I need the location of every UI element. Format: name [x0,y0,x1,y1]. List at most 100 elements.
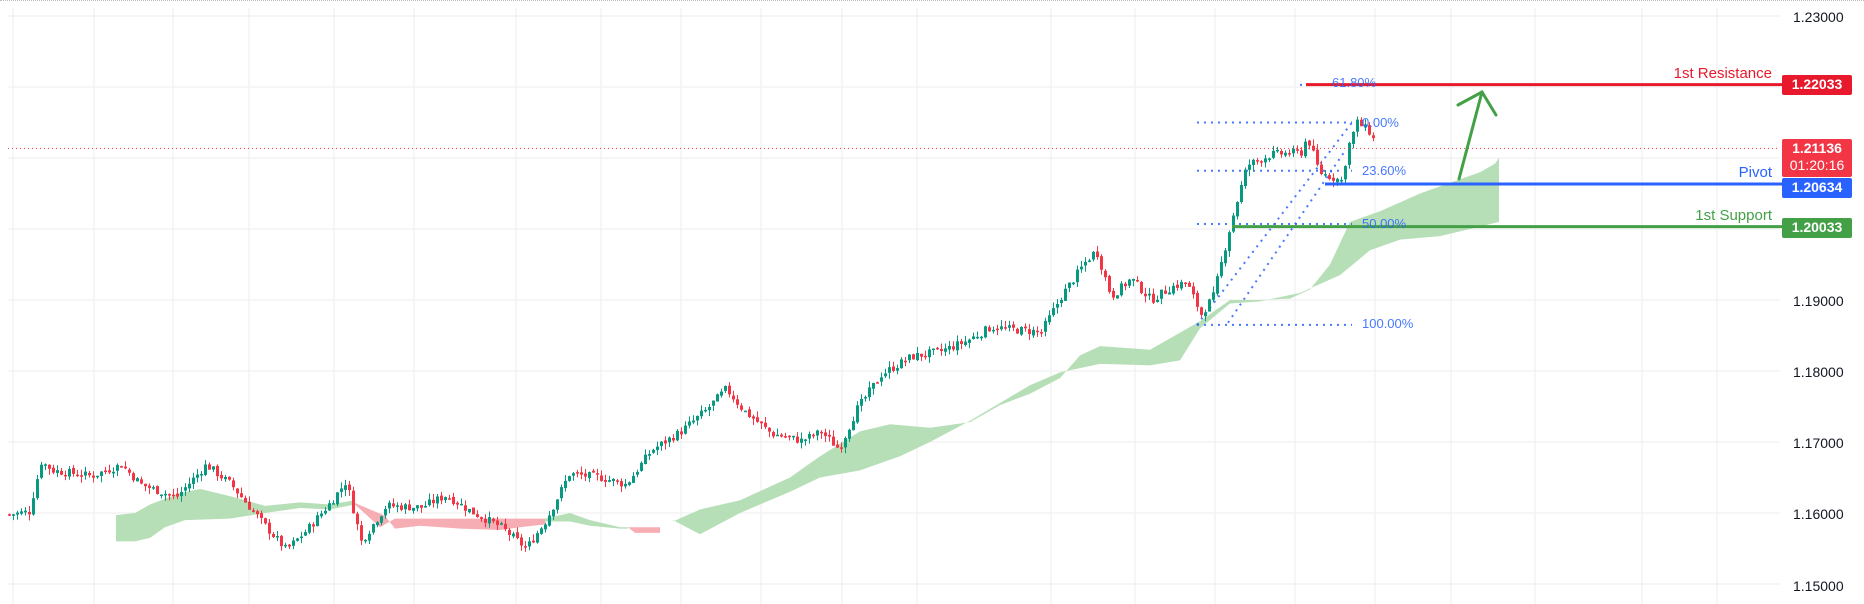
bullish-candle [188,483,191,489]
bullish-candle [372,524,375,533]
bearish-candle [740,405,743,410]
bearish-candle [756,417,759,422]
bullish-candle [1000,326,1003,330]
support-label: 1st Support [1695,207,1772,224]
bullish-candle [1132,278,1135,281]
bullish-candle [636,471,639,475]
price-axis-label-1-23: 1.23000 [1793,9,1844,25]
bearish-candle [728,385,731,395]
bearish-candle [420,505,423,508]
bullish-candle [888,367,891,373]
bearish-candle [1308,140,1311,146]
bullish-candle [860,398,863,406]
bullish-candle [704,409,707,412]
bearish-candle [1012,324,1015,328]
bullish-candle [340,488,343,492]
bearish-candle [476,514,479,518]
fib-label-100: 100.00% [1362,316,1414,331]
bullish-candle [548,515,551,526]
bullish-candle [328,503,331,511]
bullish-candle [160,494,163,497]
bearish-candle [960,341,963,344]
bearish-candle [752,416,755,419]
bullish-candle [1048,315,1051,323]
bearish-candle [48,464,51,469]
bullish-candle [1356,119,1359,132]
horizontal-levels[interactable] [8,83,1782,229]
bullish-candle [1276,149,1279,152]
bearish-candle [532,540,535,543]
up-arrow-icon[interactable] [1456,90,1498,181]
bearish-candle [504,523,507,530]
bearish-candle [1328,175,1331,179]
bullish-cloud [116,488,355,542]
bullish-candle [84,471,87,476]
bearish-candle [52,467,55,473]
bearish-candle [760,421,763,424]
fibonacci-retracement[interactable] [1196,83,1353,326]
bearish-candle [580,472,583,475]
bearish-candle [788,435,791,438]
bullish-candle [676,430,679,441]
bullish-candle [692,420,695,423]
bullish-candle [1252,159,1255,166]
bullish-candle [640,462,643,471]
bullish-candle [316,515,319,527]
bearish-candle [1300,150,1303,156]
bearish-candle [1036,330,1039,333]
bearish-candle [576,472,579,474]
bullish-candle [848,429,851,439]
bearish-candle [244,497,247,503]
bullish-candle [536,533,539,543]
bearish-candle [1296,149,1299,151]
bullish-candle [1060,299,1063,304]
bullish-candle [200,473,203,476]
bullish-candle [884,373,887,377]
bearish-candle [440,495,443,501]
bullish-candle [56,470,59,473]
price-axis-label-1-17: 1.17000 [1793,435,1844,451]
bullish-candle [1156,299,1159,302]
bearish-candle [140,479,143,484]
bullish-candle [468,508,471,513]
bullish-candle [1080,266,1083,270]
bearish-candle [1256,160,1259,162]
bullish-candle [284,544,287,547]
bullish-candle [1272,150,1275,158]
bullish-candle [68,468,71,477]
bearish-candle [124,466,127,469]
bullish-candle [164,493,167,496]
bullish-candle [304,532,307,536]
bullish-candle [720,391,723,396]
bearish-candle [432,499,435,504]
bearish-candle [1316,149,1319,165]
bullish-candle [572,473,575,476]
bearish-candle [600,475,603,481]
bullish-candle [424,505,427,508]
bullish-candle [192,477,195,485]
bullish-candle [1216,276,1219,294]
bearish-candle [464,505,467,511]
bullish-candle [844,437,847,448]
bearish-candle [1028,329,1031,335]
bullish-candle [460,503,463,506]
bullish-candle [436,496,439,504]
bullish-candle [36,479,39,499]
bearish-candle [876,382,879,384]
bullish-candle [652,449,655,453]
bullish-candle [40,464,43,478]
bullish-candle [1352,131,1355,144]
bullish-candle [928,349,931,358]
bearish-candle [1360,119,1363,127]
fib-label-23-6: 23.60% [1362,163,1407,178]
bearish-candle [1200,307,1203,315]
bearish-candle [1104,270,1107,278]
bearish-candle [1100,256,1103,270]
bullish-candle [816,430,819,436]
bullish-candle [868,387,871,398]
bullish-candle [1020,327,1023,335]
bearish-candle [836,444,839,448]
bullish-candle [724,385,727,391]
bearish-candle [1368,125,1371,135]
